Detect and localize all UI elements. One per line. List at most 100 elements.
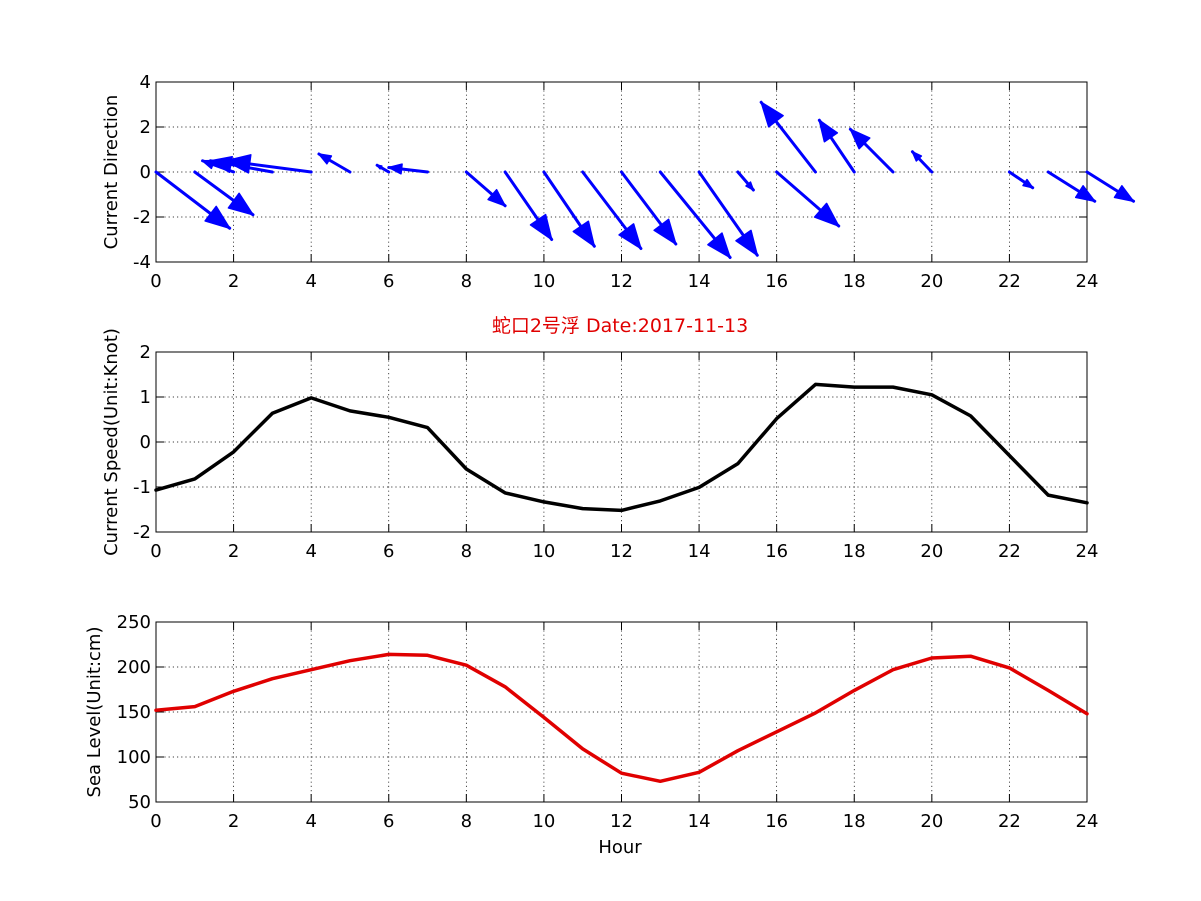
arrow-head: [818, 119, 839, 143]
x-tick-label: 12: [610, 811, 633, 832]
current-arrow: [910, 150, 934, 174]
x-tick-label: 18: [843, 271, 866, 292]
x-tick-label: 0: [150, 811, 161, 832]
y-tick-label: -4: [133, 252, 151, 273]
series-line: [154, 382, 1089, 513]
arrow-head: [487, 188, 506, 207]
x-tick-label: 2: [228, 271, 239, 292]
arrow-head: [1113, 185, 1135, 203]
x-tick-label: 0: [150, 271, 161, 292]
current-speed-y-label: Current Speed(Unit:Knot): [101, 328, 122, 556]
x-tick-label: 2: [228, 541, 239, 562]
x-tick-label: 22: [998, 541, 1021, 562]
current-arrow: [542, 170, 596, 248]
grid-lines: [156, 622, 1087, 802]
current-arrow: [817, 118, 856, 174]
current-arrow: [387, 163, 430, 175]
x-tick-label: 10: [532, 811, 555, 832]
x-tick-label: 10: [532, 541, 555, 562]
current-arrow: [503, 170, 554, 241]
current-arrow: [1007, 170, 1035, 190]
x-tick-label: 16: [765, 541, 788, 562]
x-tick-label: 18: [843, 541, 866, 562]
current-arrow: [736, 170, 755, 192]
x-tick-label: 24: [1076, 271, 1099, 292]
arrow-head: [813, 202, 840, 227]
current-arrow: [1085, 170, 1136, 203]
current-arrow: [581, 170, 643, 250]
current-arrow: [317, 152, 352, 174]
current-direction-panel: Current Direction 0 2 4 6 8 10 12 14 16 18 20 22 24-…: [101, 72, 1136, 292]
arrow-head: [201, 159, 215, 170]
x-tick-label: 12: [610, 541, 633, 562]
x-tick-label: 24: [1076, 541, 1099, 562]
arrow-head: [911, 151, 923, 162]
current-arrow: [620, 170, 678, 246]
x-tick-label: 22: [998, 811, 1021, 832]
arrow-head: [735, 229, 759, 257]
y-tick-label: 0: [140, 432, 151, 453]
x-tick-label: 12: [610, 271, 633, 292]
arrow-head: [572, 220, 596, 248]
x-tick-label: 14: [688, 541, 711, 562]
y-tick-label: 100: [117, 747, 151, 768]
sea-level-panel: Sea Level(Unit:cm) Hour 0 2 4 6 8 10 12 14 16 18 2…: [84, 612, 1098, 858]
x-tick-label: 24: [1076, 811, 1099, 832]
arrow-head: [204, 205, 231, 230]
x-tick-label: 2: [228, 811, 239, 832]
current-arrow: [154, 170, 232, 230]
current-arrow: [464, 170, 507, 208]
arrow-head: [618, 223, 642, 250]
arrow-head: [760, 101, 784, 128]
y-tick-label: -2: [133, 522, 151, 543]
current-arrow: [193, 170, 255, 217]
x-tick-label: 10: [532, 271, 555, 292]
current-arrow: [848, 127, 895, 174]
x-tick-label: 14: [688, 271, 711, 292]
y-tick-label: -1: [133, 477, 151, 498]
x-tick-label: 22: [998, 271, 1021, 292]
y-tick-label: 0: [140, 162, 151, 183]
y-tick-label: 250: [117, 612, 151, 633]
x-tick-label: 6: [383, 541, 394, 562]
x-tick-label: 18: [843, 811, 866, 832]
x-tick-label: 0: [150, 541, 161, 562]
x-tick-label: 4: [305, 541, 316, 562]
hour-x-label: Hour: [598, 837, 642, 858]
sea-level-y-label: Sea Level(Unit:cm): [84, 627, 105, 798]
arrow-head: [1074, 185, 1096, 203]
y-tick-label: 4: [140, 72, 151, 93]
y-tick-label: 1: [140, 387, 151, 408]
arrow-head: [653, 218, 677, 245]
x-tick-label: 16: [765, 271, 788, 292]
series-line: [154, 652, 1089, 784]
arrow-head: [227, 192, 254, 216]
x-tick-label: 4: [305, 811, 316, 832]
arrow-head: [745, 181, 755, 191]
grid-lines: [156, 352, 1087, 532]
current-speed-panel: 蛇口2号浮 Date:2017-11-13 Current Speed(Unit…: [101, 315, 1098, 562]
y-tick-label: 2: [140, 117, 151, 138]
x-tick-label: 6: [383, 811, 394, 832]
current-arrow: [375, 163, 391, 174]
current-arrow: [759, 100, 817, 174]
x-tick-label: 4: [305, 271, 316, 292]
y-tick-label: 200: [117, 657, 151, 678]
x-tick-label: 16: [765, 811, 788, 832]
current-arrow: [658, 170, 732, 259]
y-tick-label: 50: [128, 792, 151, 813]
x-tick-label: 20: [920, 541, 943, 562]
arrow-head: [388, 163, 403, 175]
y-tick-label: 2: [140, 342, 151, 363]
arrow-head: [1022, 178, 1034, 189]
arrow-head: [529, 213, 553, 241]
x-tick-label: 14: [688, 811, 711, 832]
y-tick-label: 150: [117, 702, 151, 723]
x-tick-label: 8: [461, 541, 472, 562]
current-arrow: [697, 170, 759, 257]
x-tick-label: 20: [920, 271, 943, 292]
current-direction-y-label: Current Direction: [101, 95, 122, 250]
arrow-head: [318, 153, 333, 165]
